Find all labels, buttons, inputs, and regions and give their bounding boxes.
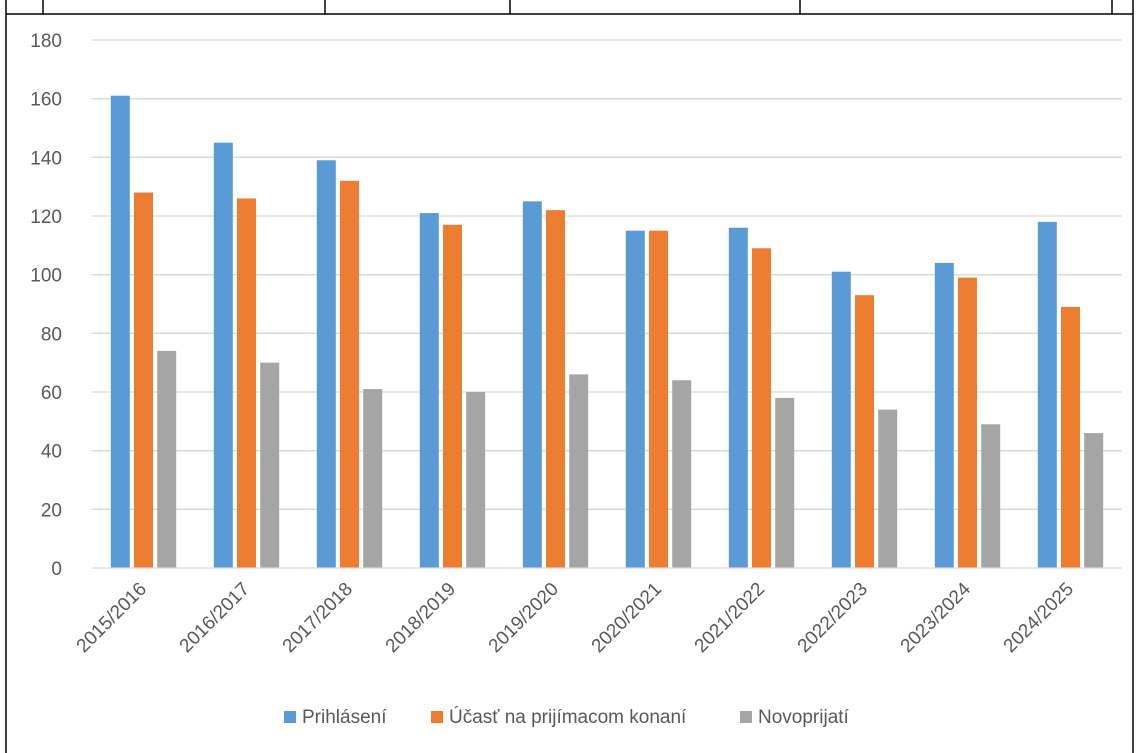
x-tick-label: 2019/2020 (485, 579, 563, 657)
bar (237, 198, 256, 568)
bar (625, 230, 645, 568)
bar (855, 295, 874, 568)
bar (1084, 433, 1104, 568)
y-tick-label: 80 (41, 324, 62, 345)
bar (213, 142, 233, 568)
bar (752, 248, 771, 568)
legend-swatch (284, 711, 296, 723)
bar (649, 230, 668, 568)
bar (1061, 306, 1080, 568)
y-tick-label: 180 (30, 31, 62, 52)
bar (443, 224, 462, 569)
legend-label: Novoprijatí (758, 707, 850, 728)
bar (546, 210, 565, 568)
y-tick-label: 120 (30, 207, 62, 228)
x-tick-label: 2020/2021 (588, 579, 666, 657)
x-tick-label: 2023/2024 (897, 578, 976, 657)
bar (878, 409, 898, 568)
legend: Prihlásení Účasť na prijímacom konaní Novo… (284, 706, 850, 728)
x-tick-label: 2024/2025 (1000, 579, 1078, 657)
bar (157, 350, 177, 568)
bar (340, 180, 359, 569)
y-tick-label: 140 (30, 148, 62, 169)
bar (775, 397, 795, 568)
x-tick-label: 2015/2016 (73, 579, 151, 657)
y-tick-label: 40 (41, 442, 62, 463)
x-tick-label: 2018/2019 (382, 579, 460, 657)
chart-frame (5, 0, 1134, 753)
x-axis-ticks: 2015/2016 2016/2017 2017/2018 2018/2019 2019… (73, 578, 1078, 657)
bar (569, 374, 589, 568)
x-tick-label: 2016/2017 (176, 579, 254, 657)
bar (110, 95, 130, 568)
legend-label: Účasť na prijímacom konaní (449, 706, 687, 728)
bar (672, 380, 692, 568)
y-tick-label: 20 (41, 500, 62, 521)
bar (934, 262, 954, 568)
legend-label: Prihlásení (302, 707, 387, 728)
bar (1037, 221, 1057, 568)
y-tick-label: 160 (30, 90, 62, 111)
x-tick-label: 2017/2018 (279, 579, 357, 657)
bars (110, 95, 1104, 569)
y-tick-label: 100 (30, 266, 62, 287)
y-tick-label: 60 (41, 383, 62, 404)
bar (831, 271, 851, 568)
x-tick-label: 2021/2022 (691, 579, 769, 657)
bar (522, 201, 542, 569)
bar (419, 213, 439, 569)
y-axis-ticks: 0 20 40 60 80 100 120 140 160 180 (30, 31, 62, 580)
legend-swatch (431, 711, 443, 723)
bar (728, 227, 748, 568)
y-tick-label: 0 (51, 559, 62, 580)
bar (316, 160, 336, 568)
x-tick-label: 2022/2023 (794, 579, 872, 657)
bar (134, 192, 153, 569)
bar (981, 424, 1001, 568)
bar (363, 389, 383, 568)
legend-swatch (740, 711, 752, 723)
bar (466, 392, 486, 568)
bar (958, 277, 977, 568)
bar (260, 362, 280, 568)
